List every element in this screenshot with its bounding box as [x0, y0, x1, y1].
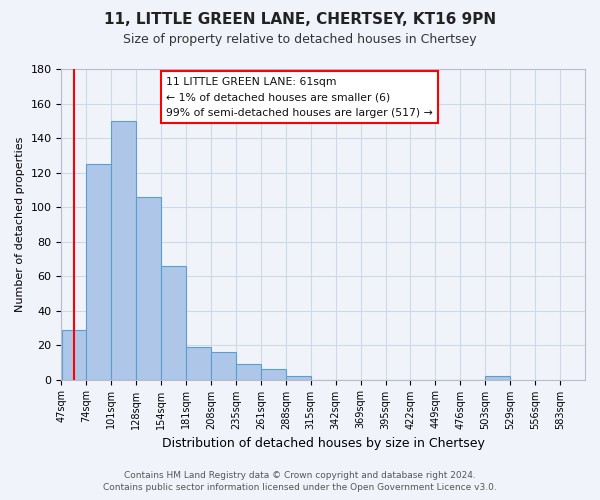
Bar — [211, 352, 236, 380]
Text: 11, LITTLE GREEN LANE, CHERTSEY, KT16 9PN: 11, LITTLE GREEN LANE, CHERTSEY, KT16 9P… — [104, 12, 496, 28]
Bar — [62, 330, 86, 380]
Bar — [186, 347, 211, 380]
Bar — [485, 376, 510, 380]
Text: Contains HM Land Registry data © Crown copyright and database right 2024.
Contai: Contains HM Land Registry data © Crown c… — [103, 471, 497, 492]
Bar — [286, 376, 311, 380]
Bar — [236, 364, 261, 380]
Bar — [136, 196, 161, 380]
Text: 11 LITTLE GREEN LANE: 61sqm
← 1% of detached houses are smaller (6)
99% of semi-: 11 LITTLE GREEN LANE: 61sqm ← 1% of deta… — [166, 77, 433, 118]
Bar — [112, 121, 136, 380]
X-axis label: Distribution of detached houses by size in Chertsey: Distribution of detached houses by size … — [162, 437, 485, 450]
Bar — [161, 266, 186, 380]
Bar — [261, 369, 286, 380]
Text: Size of property relative to detached houses in Chertsey: Size of property relative to detached ho… — [123, 32, 477, 46]
Y-axis label: Number of detached properties: Number of detached properties — [15, 136, 25, 312]
Bar — [86, 164, 111, 380]
